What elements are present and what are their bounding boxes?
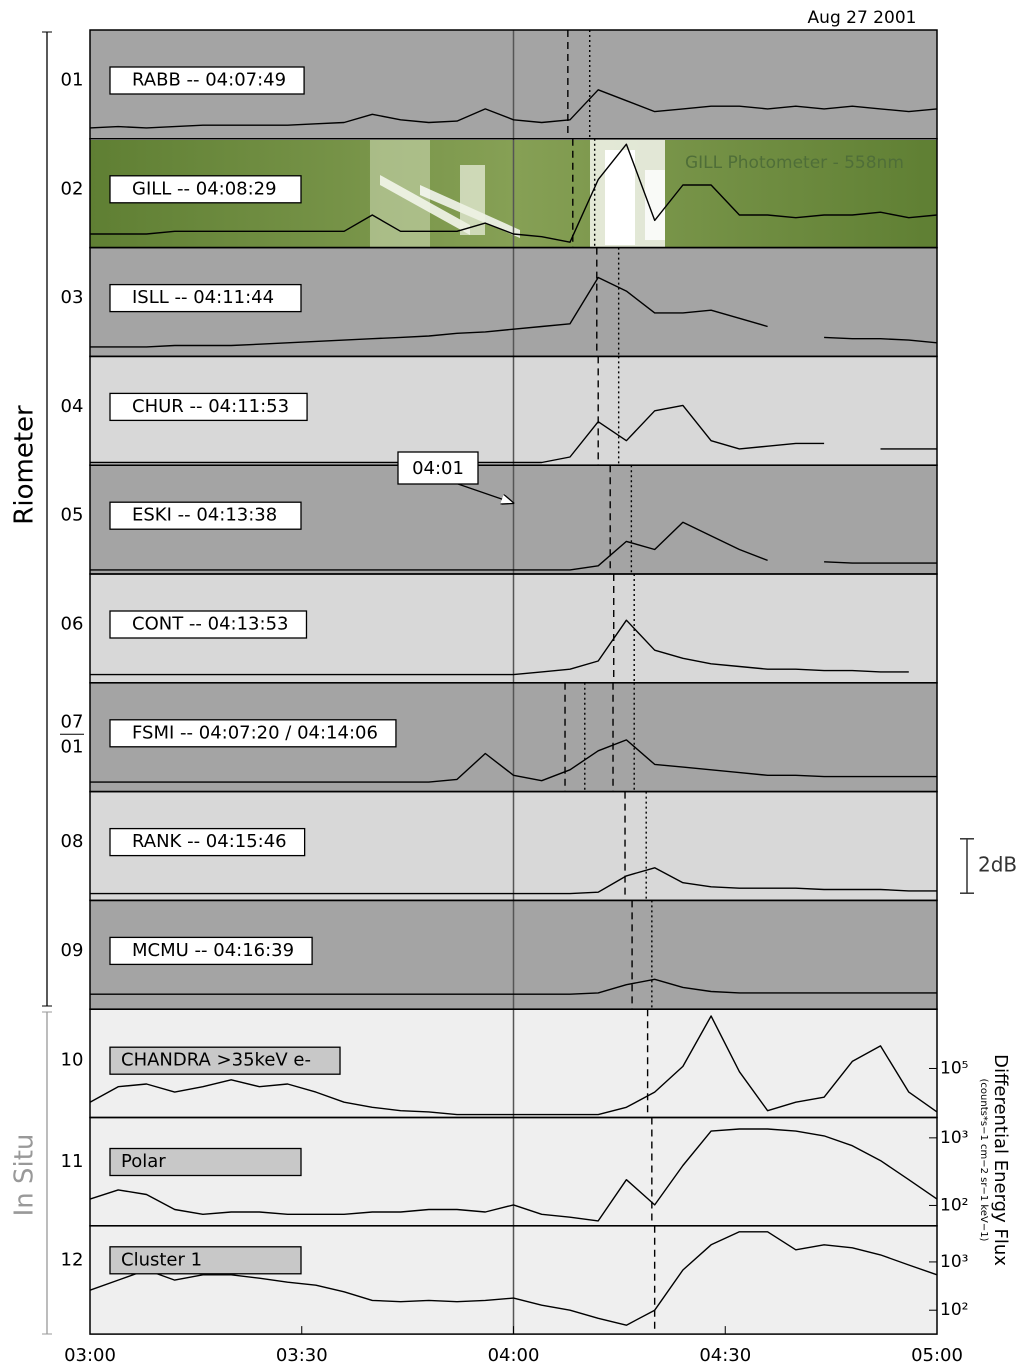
station-label: CHUR -- 04:11:53	[132, 396, 289, 417]
panel-number: 07	[61, 711, 84, 732]
station-label: ISLL -- 04:11:44	[132, 287, 274, 308]
figure: RABB -- 04:07:49 01 GILL -- 04:08:29 02 ISLL…	[0, 0, 1024, 1369]
panel-number: 05	[61, 505, 84, 526]
y-tick-label: 10²	[940, 1195, 968, 1215]
y-axis-units: (counts*s−1 cm−2 sr−1 keV−1)	[978, 1079, 989, 1242]
page: RABB -- 04:07:49 01 GILL -- 04:08:29 02 ISLL…	[0, 0, 1024, 1369]
panel-number: 10	[61, 1050, 84, 1071]
group-label: Riometer	[10, 405, 40, 525]
panel-number: 11	[61, 1151, 84, 1172]
x-tick-label: 04:30	[699, 1345, 751, 1366]
x-tick-label: 03:00	[64, 1345, 116, 1366]
station-label: Polar	[121, 1151, 166, 1172]
panel-number: 01	[61, 70, 84, 91]
panel-number: 08	[61, 831, 84, 852]
panel-number: 03	[61, 287, 84, 308]
station-label: CONT -- 04:13:53	[132, 614, 288, 635]
panel-number: 01	[61, 736, 84, 757]
station-label: CHANDRA >35keV e-	[121, 1050, 311, 1071]
panel-number: 06	[61, 614, 84, 635]
scale-bar-label: 2dB	[978, 853, 1017, 877]
station-label: GILL -- 04:08:29	[132, 178, 277, 199]
panel-number: 04	[61, 396, 84, 417]
x-tick-label: 05:00	[911, 1345, 963, 1366]
station-label: MCMU -- 04:16:39	[132, 940, 294, 961]
y-tick-label: 10⁵	[940, 1058, 968, 1078]
y-tick-label: 10³	[940, 1128, 968, 1148]
x-tick-label: 04:00	[488, 1345, 540, 1366]
panel-number: 02	[61, 178, 84, 199]
y-tick-label: 10³	[940, 1252, 968, 1272]
station-label: FSMI -- 04:07:20 / 04:14:06	[132, 722, 378, 743]
station-label: ESKI -- 04:13:38	[132, 505, 277, 526]
date: Aug 27 2001	[808, 8, 917, 28]
y-tick-label: 10²	[940, 1300, 968, 1320]
callout-label: 04:01	[412, 458, 464, 479]
group-label: In Situ	[10, 1134, 40, 1217]
y-axis-title: Differential Energy Flux	[990, 1054, 1011, 1266]
panel-number: 12	[61, 1249, 84, 1270]
photometer-label: GILL Photometer - 558nm	[685, 153, 904, 173]
x-tick-label: 03:30	[276, 1345, 328, 1366]
station-label: Cluster 1	[121, 1249, 202, 1270]
station-label: RANK -- 04:15:46	[132, 831, 287, 852]
panel-number: 09	[61, 940, 84, 961]
station-label: RABB -- 04:07:49	[132, 70, 286, 91]
